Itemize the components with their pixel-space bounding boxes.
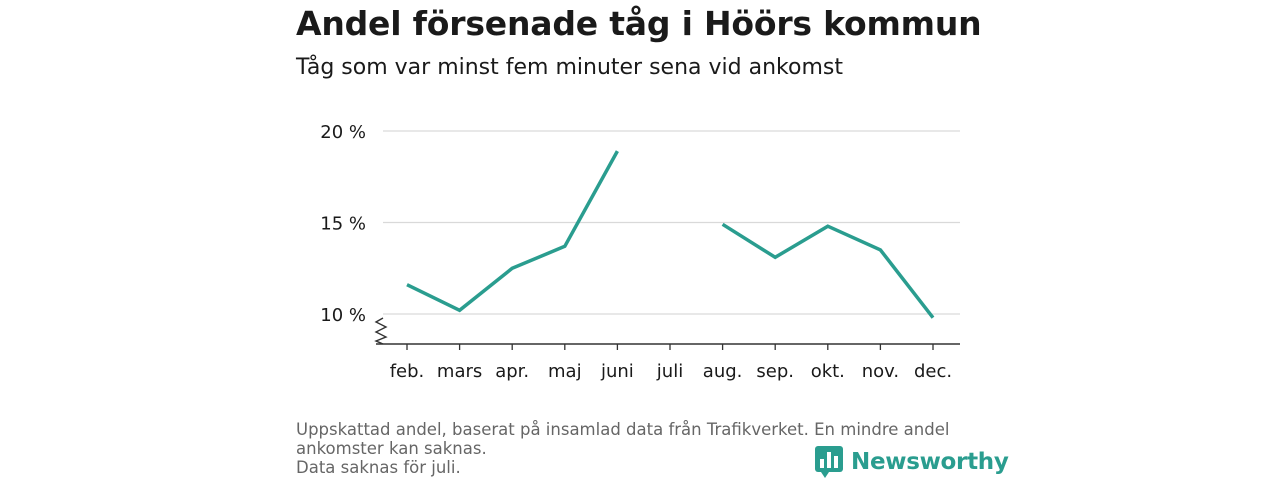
x-tick-label: okt. [811,361,845,382]
series-line [721,222,935,319]
x-tick-label: mars [437,361,482,382]
x-tick-label: juni [600,361,634,382]
series-line [406,150,619,313]
y-tick-label: 10 % [320,305,366,326]
x-tick-label: sep. [756,361,794,382]
footnote-line-2: Data saknas för juli. [296,458,461,477]
x-tick-label: aug. [703,361,743,382]
series-group [406,150,935,319]
x-tick-label: nov. [862,361,899,382]
footnote: Uppskattad andel, baserat på insamlad da… [296,420,996,477]
gridlines [383,130,960,315]
line-chart: 10 % 15 % 20 % feb. mars apr. maj juni juli aug.… [320,122,960,382]
y-axis-ticks: 10 % 15 % 20 % [320,122,366,326]
footnote-line-1: Uppskattad andel, baserat på insamlad da… [296,420,950,458]
x-tick-label: juli [656,361,683,382]
x-tick-label: apr. [495,361,529,382]
x-tick-label: dec. [914,361,952,382]
chart-subtitle: Tåg som var minst fem minuter sena vid a… [296,55,843,80]
chart-title: Andel försenade tåg i Höörs kommun [296,4,982,43]
x-tick-label: maj [548,361,582,382]
brand-logo: Newsworthy [815,446,1009,478]
y-tick-label: 15 % [320,214,366,235]
axis-break-mark [374,317,388,345]
x-axis: feb. mars apr. maj juni juli aug. sep. okt. nov. d… [374,317,960,382]
x-tick-label: feb. [390,361,425,382]
brand-name: Newsworthy [851,449,1009,475]
bar-chart-icon [815,446,843,478]
y-tick-label: 20 % [320,122,366,143]
